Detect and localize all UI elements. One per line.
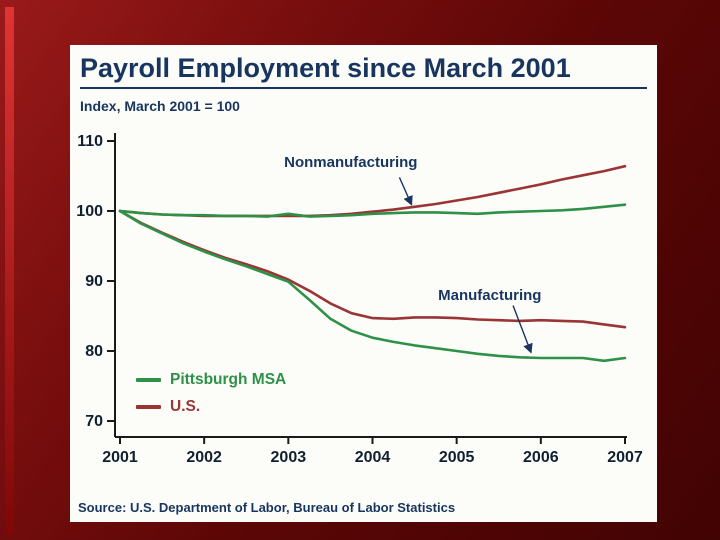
series-line-u-s--nonmanufacturing bbox=[118, 164, 627, 218]
y-tick-label: 90 bbox=[85, 273, 103, 290]
legend-item: Pittsburgh MSA bbox=[136, 371, 286, 389]
annotation-arrow bbox=[398, 177, 413, 206]
x-tick-label: 2005 bbox=[439, 449, 475, 466]
axis-unit-label: Index, March 2001 = 100 bbox=[80, 98, 240, 114]
y-tick-label: 110 bbox=[77, 133, 103, 150]
y-tick-label: 100 bbox=[76, 203, 103, 220]
legend-label: Pittsburgh MSA bbox=[170, 371, 287, 388]
legend-line-swatch bbox=[136, 378, 161, 382]
series-line-pittsburgh-msa-nonmanufacturing bbox=[118, 203, 627, 218]
annotation-label: Manufacturing bbox=[438, 286, 542, 304]
y-tick-label: 80 bbox=[85, 343, 103, 360]
plot-area: 110 100 90 80 70 2001 2002 2003 2004 2005 2006 2007 bbox=[76, 133, 643, 466]
annotation-arrow bbox=[512, 305, 533, 354]
source-note: Source: U.S. Department of Labor, Bureau… bbox=[78, 500, 456, 515]
series-line-pittsburgh-msa-manufacturing bbox=[118, 209, 627, 363]
x-tick-label: 2007 bbox=[607, 449, 643, 466]
y-tick-label: 70 bbox=[85, 413, 103, 430]
x-tick-label: 2002 bbox=[186, 449, 222, 466]
x-tick-label: 2003 bbox=[271, 449, 307, 466]
series-line-u-s--manufacturing bbox=[118, 209, 627, 329]
legend-label: U.S. bbox=[170, 398, 201, 415]
legend-item: U.S. bbox=[136, 398, 286, 416]
x-tick-label: 2004 bbox=[355, 449, 391, 466]
legend: Pittsburgh MSA U.S. bbox=[136, 371, 286, 425]
annotation-label: Nonmanufacturing bbox=[284, 153, 418, 171]
chart-title: Payroll Employment since March 2001 bbox=[80, 53, 647, 89]
legend-line-swatch bbox=[136, 405, 161, 409]
x-tick-label: 2001 bbox=[102, 449, 138, 466]
x-tick-label: 2006 bbox=[523, 449, 559, 466]
chart-panel: Payroll Employment since March 2001 Inde… bbox=[70, 45, 657, 522]
left-accent-stripe bbox=[5, 7, 14, 535]
